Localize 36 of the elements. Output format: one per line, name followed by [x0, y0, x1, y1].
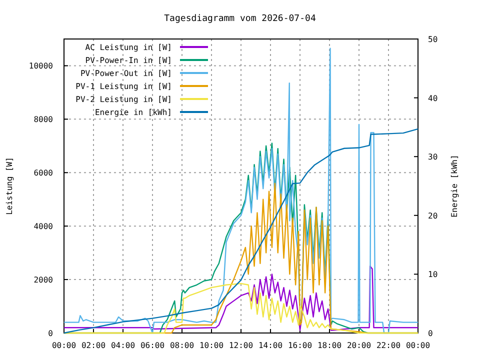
x-tick-label: 18:00: [317, 341, 342, 350]
y2-tick-label: 20: [428, 211, 438, 220]
chart-title: Tagesdiagramm vom 2026-07-04: [164, 14, 316, 24]
x-tick-label: 20:00: [346, 341, 372, 350]
x-tick-label: 16:00: [288, 341, 312, 350]
legend-label: PV-1 Leistung in [W]: [76, 82, 172, 91]
legend-label: AC Leistung in [W]: [85, 43, 172, 52]
y2-tick-label: 40: [428, 94, 438, 103]
y-tick-label: 2000: [34, 276, 54, 285]
legend-label: PV-Power-Out in [W]: [80, 69, 172, 78]
legend-label: PV-2 Leistung in [W]: [76, 95, 172, 104]
x-tick-label: 22:00: [376, 341, 401, 350]
x-tick-label: 14:00: [258, 341, 283, 350]
y-tick-label: 0: [48, 329, 54, 338]
x-tick-label: 02:00: [81, 341, 106, 350]
y2-tick-label: 50: [428, 35, 438, 44]
x-tick-label: 00:00: [406, 341, 430, 350]
legend-label: PV-Power-In in [W]: [85, 56, 172, 65]
line-series: [63, 266, 419, 331]
x-tick-label: 12:00: [228, 341, 254, 350]
y-tick-label: 10000: [28, 62, 54, 71]
x-tick-label: 10:00: [199, 341, 224, 350]
line-series: [63, 282, 419, 334]
y2-tick-label: 30: [428, 152, 438, 162]
y2-tick-label: 0: [428, 329, 433, 338]
x-tick-label: 08:00: [170, 341, 194, 350]
y2-axis-title: Energie [kWh]: [450, 154, 459, 218]
x-tick-label: 04:00: [110, 341, 136, 350]
y-tick-label: 4000: [34, 222, 54, 232]
y-tick-label: 6000: [34, 168, 54, 178]
y-axis-title: Leistung [W]: [5, 157, 14, 215]
x-tick-label: 06:00: [140, 341, 165, 350]
y2-tick-label: 10: [428, 270, 438, 280]
x-tick-label: 00:00: [52, 341, 76, 350]
legend-label: Energie in [kWh]: [94, 108, 172, 117]
y-tick-label: 8000: [34, 115, 54, 124]
